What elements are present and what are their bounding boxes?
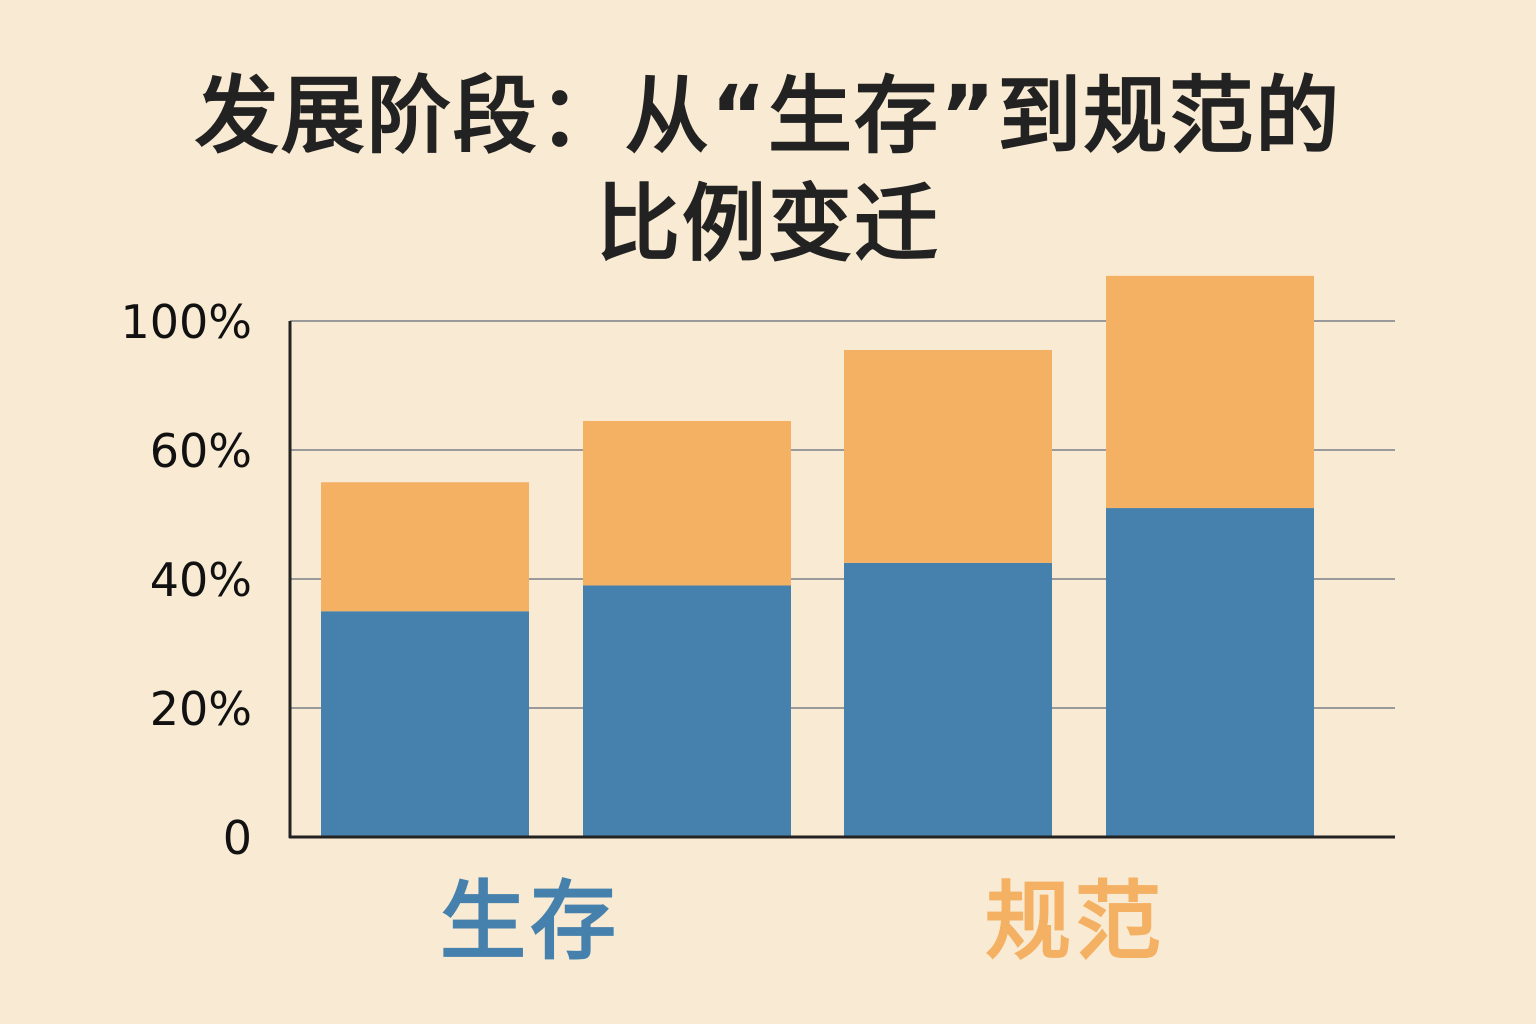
y-tick-label: 40%	[150, 553, 252, 607]
y-tick-label: 20%	[150, 682, 252, 736]
y-tick-label: 100%	[120, 295, 252, 349]
y-tick-label: 0	[223, 811, 252, 865]
y-tick-labels: 0 20% 40% 60% 100%	[120, 295, 252, 865]
chart-title-line-1: 发展阶段：从“生存”到规范的	[194, 67, 1342, 165]
bar-segment-survival	[1106, 508, 1314, 837]
bar-segment-norm	[1106, 275, 1314, 509]
legend-label-survival: 生存	[440, 872, 620, 972]
bar-segment-norm	[844, 350, 1052, 563]
bar-segment-survival	[844, 562, 1052, 837]
axes	[288, 321, 1395, 839]
chart-title-line-2: 比例变迁	[595, 175, 940, 273]
bar-segment-norm	[583, 420, 791, 586]
bars	[321, 275, 1314, 837]
y-tick-label: 60%	[150, 424, 252, 478]
chart-title: 发展阶段：从“生存”到规范的 比例变迁	[0, 62, 1536, 278]
legend-label-norm: 规范	[985, 872, 1165, 972]
bar-segment-norm	[321, 482, 529, 612]
bar-segment-survival	[583, 585, 791, 837]
bar-segment-survival	[321, 611, 529, 837]
